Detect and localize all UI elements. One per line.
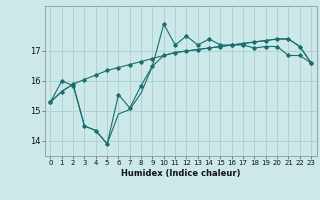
- X-axis label: Humidex (Indice chaleur): Humidex (Indice chaleur): [121, 169, 241, 178]
